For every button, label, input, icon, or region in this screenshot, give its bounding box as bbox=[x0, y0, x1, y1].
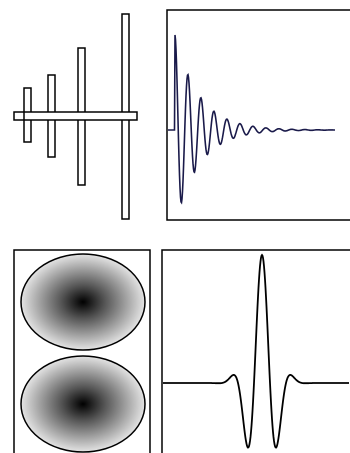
antenna-boom bbox=[13, 111, 138, 121]
antenna bbox=[13, 13, 138, 220]
radiation-lobe bbox=[20, 253, 146, 351]
damped-waveform bbox=[168, 34, 335, 205]
radiation-lobe bbox=[20, 355, 146, 453]
pulse-waveform bbox=[163, 253, 349, 449]
signal-panel bbox=[166, 9, 350, 221]
